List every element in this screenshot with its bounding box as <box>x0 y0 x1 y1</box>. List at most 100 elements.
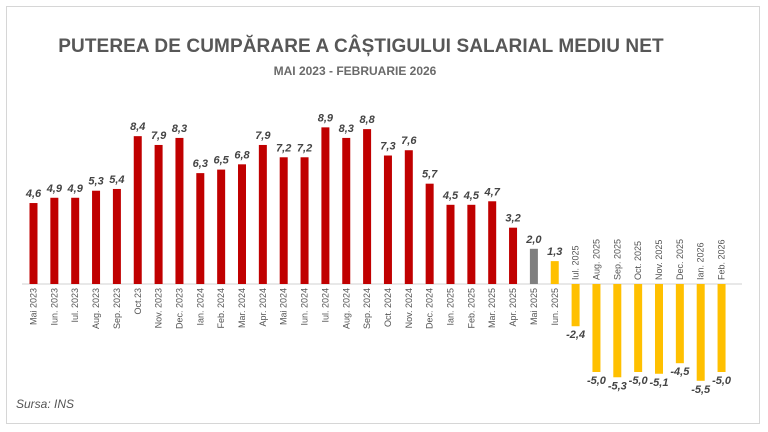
category-label: Ian. 2024 <box>195 288 205 326</box>
bar <box>613 284 622 378</box>
category-label: Aug. 2025 <box>591 239 601 280</box>
data-label: 6,3 <box>193 158 208 170</box>
bar <box>675 284 684 364</box>
bar <box>238 164 246 284</box>
bar <box>634 284 643 372</box>
data-label: 8,3 <box>339 123 354 135</box>
data-label: 4,5 <box>463 190 480 202</box>
category-label: Sep. 2025 <box>612 239 622 280</box>
bar <box>467 204 476 284</box>
category-label: Iun. 2025 <box>550 288 560 326</box>
category-label: Oct.23 <box>133 288 143 315</box>
data-label: 8,4 <box>130 121 145 133</box>
source-note: Sursa: INS <box>16 397 75 411</box>
data-label: 8,8 <box>359 114 375 126</box>
data-label: 7,6 <box>401 135 417 147</box>
bar <box>196 173 205 284</box>
category-label: Mar. 2024 <box>237 288 247 328</box>
data-label: 1,3 <box>547 246 562 258</box>
data-label: -5,0 <box>587 375 607 387</box>
data-label: -5,1 <box>650 377 669 389</box>
category-label: Sep. 2023 <box>112 288 122 329</box>
category-label: Aug. 2024 <box>341 288 351 329</box>
bar <box>217 169 226 284</box>
bar <box>383 155 392 284</box>
data-label: -5,5 <box>691 384 711 396</box>
category-label: Sep. 2024 <box>362 288 372 329</box>
data-label: 5,3 <box>88 176 103 188</box>
data-label: 7,9 <box>255 130 271 142</box>
bar <box>279 157 288 284</box>
data-label: -5,0 <box>712 375 732 387</box>
data-label: 7,2 <box>297 142 312 154</box>
data-label: 4,9 <box>67 183 84 195</box>
data-label: 7,2 <box>276 142 291 154</box>
bar <box>550 261 559 284</box>
data-label: 5,7 <box>422 169 438 181</box>
bar <box>29 203 38 284</box>
bar <box>363 129 372 284</box>
bar <box>258 144 267 284</box>
bar <box>592 284 601 372</box>
category-label: Nov. 2025 <box>654 240 664 280</box>
category-label: Iun. 2024 <box>300 288 310 326</box>
chart-subtitle: MAI 2023 - FEBRUARIE 2026 <box>273 64 437 78</box>
data-label: -2,4 <box>566 329 585 341</box>
category-label: Ian. 2026 <box>696 242 706 280</box>
data-label: 3,2 <box>505 213 520 225</box>
data-label: 7,9 <box>151 130 167 142</box>
category-label: Nov. 2024 <box>404 288 414 328</box>
bar <box>509 227 518 284</box>
data-label: 8,3 <box>172 123 187 135</box>
category-label: Feb. 2024 <box>216 288 226 329</box>
bar <box>446 204 455 284</box>
category-label: Dec. 2025 <box>675 239 685 280</box>
data-label: 7,3 <box>380 141 395 153</box>
category-label: Mai 2025 <box>529 288 539 325</box>
bar <box>321 127 330 284</box>
category-label: Apr. 2025 <box>508 288 518 327</box>
bar <box>655 284 663 374</box>
data-label: -5,3 <box>608 380 627 392</box>
bar <box>342 137 351 284</box>
category-label: Mai 2023 <box>29 288 39 325</box>
category-label: Iun. 2023 <box>49 288 59 326</box>
bar <box>571 284 580 327</box>
category-label: Mai 2024 <box>279 288 289 325</box>
data-label: 4,7 <box>484 186 501 198</box>
data-label: 6,5 <box>214 155 230 167</box>
category-label: Feb. 2026 <box>717 239 727 280</box>
bar <box>717 284 726 372</box>
bar <box>92 190 101 284</box>
bar <box>154 144 163 284</box>
bar <box>175 137 184 284</box>
data-label: -4,5 <box>670 366 690 378</box>
category-label: Mar. 2025 <box>487 288 497 328</box>
category-label: Oct. 2024 <box>383 288 393 327</box>
data-label: 4,9 <box>46 183 63 195</box>
data-label: 8,9 <box>318 112 334 124</box>
category-label: Oct. 2025 <box>633 241 643 280</box>
data-label: 5,4 <box>109 174 124 186</box>
bar <box>300 157 309 284</box>
category-label: Iul. 2023 <box>70 288 80 323</box>
bar <box>696 284 705 381</box>
category-label: Ian. 2025 <box>446 288 456 326</box>
data-label: -5,0 <box>629 375 649 387</box>
bar <box>50 197 59 284</box>
bar <box>112 188 121 284</box>
data-label: 4,6 <box>25 188 42 200</box>
category-label: Dec. 2024 <box>425 288 435 329</box>
data-label: 4,5 <box>442 190 459 202</box>
chart-title: PUTEREA DE CUMPĂRARE A CÂȘTIGULUI SALARI… <box>58 36 664 57</box>
bar <box>425 183 434 284</box>
data-label: 6,8 <box>234 149 250 161</box>
category-label: Nov. 2023 <box>154 288 164 328</box>
bar <box>133 136 142 284</box>
category-label: Apr. 2024 <box>258 288 268 327</box>
category-label: Iul. 2025 <box>571 245 581 280</box>
category-label: Feb. 2025 <box>466 288 476 329</box>
bar <box>404 150 413 284</box>
category-label: Dec. 2023 <box>174 288 184 329</box>
